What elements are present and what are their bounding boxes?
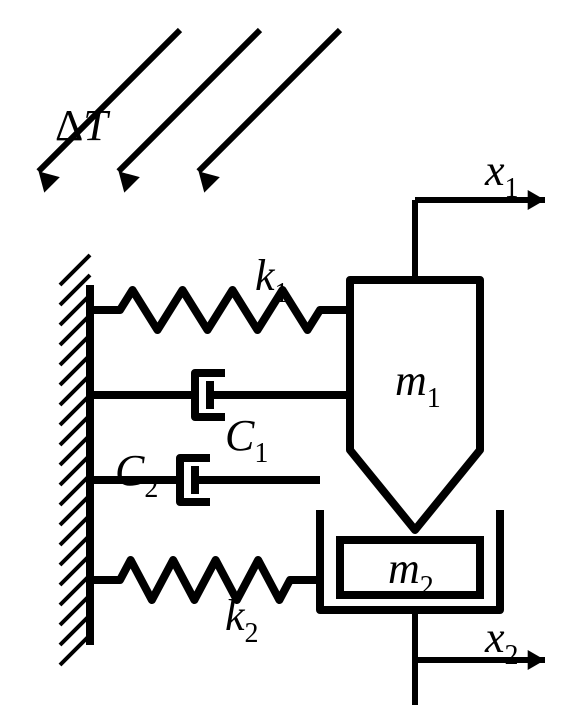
svg-text:C1: C1 <box>225 411 268 469</box>
svg-text:x1: x1 <box>484 146 519 204</box>
svg-text:k2: k2 <box>225 591 259 649</box>
svg-text:ΔT: ΔT <box>55 101 111 150</box>
svg-text:C2: C2 <box>115 446 158 504</box>
